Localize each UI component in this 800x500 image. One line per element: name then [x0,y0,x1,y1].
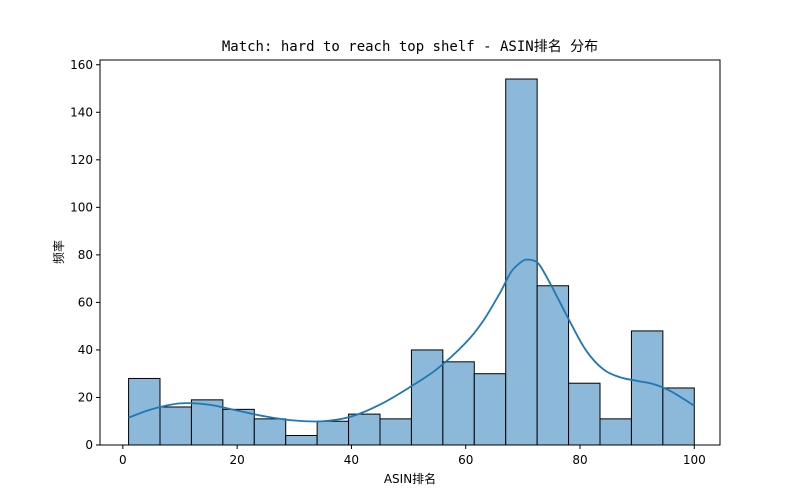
y-tick-label: 160 [70,58,93,72]
histogram-bar-12 [473,373,507,446]
kde-curve-group [128,258,695,423]
histogram-bar-5 [253,418,287,446]
y-tick-label: 60 [78,295,93,309]
x-tick-label: 40 [344,453,359,467]
plot-frame [99,59,721,446]
histogram-bar-10 [410,349,444,446]
histogram-bar-6 [285,434,318,446]
y-axis-label: 频率 [51,240,66,264]
histogram-bar-16 [599,418,632,446]
histogram-bar-14 [536,285,570,446]
y-tick-label: 20 [78,390,93,404]
histogram-bar-8 [348,413,381,446]
y-tick-label: 80 [78,248,93,262]
x-tick-label: 80 [572,453,587,467]
y-tick-label: 0 [85,438,93,452]
histogram-bar-3 [190,399,224,446]
histogram-bar-9 [379,418,412,446]
histogram-bar-4 [222,408,255,446]
histogram-bar-7 [316,420,350,446]
x-tick-label: 20 [230,453,245,467]
histogram-bars [128,78,695,446]
x-axis-ticks: 0 20 40 60 80 100 [119,445,706,467]
y-axis-ticks: 0 20 40 60 80 100 120 140 160 [70,58,100,452]
histogram-bar-11 [442,361,475,446]
x-axis-label: ASIN排名 [384,471,436,486]
histogram-bar-17 [630,330,664,446]
y-tick-label: 40 [78,343,93,357]
kde-line [128,258,695,423]
y-tick-label: 140 [70,105,93,119]
x-tick-label: 100 [683,453,706,467]
x-tick-label: 0 [119,453,127,467]
x-tick-label: 60 [458,453,473,467]
y-tick-label: 120 [70,153,93,167]
chart-title: Match: hard to reach top shelf - ASIN排名 … [222,39,598,55]
histogram-bar-15 [568,382,601,446]
y-tick-label: 100 [70,200,93,214]
histogram-bar-2 [159,406,192,446]
